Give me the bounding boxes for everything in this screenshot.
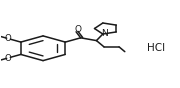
Text: HCl: HCl bbox=[147, 43, 165, 53]
Text: O: O bbox=[4, 34, 11, 43]
Text: O: O bbox=[4, 54, 11, 62]
Text: O: O bbox=[74, 25, 81, 34]
Text: N: N bbox=[102, 29, 108, 38]
